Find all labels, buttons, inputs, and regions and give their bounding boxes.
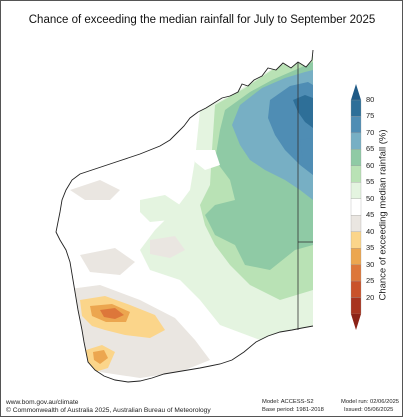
colorbar-tick-label: 35 bbox=[366, 243, 375, 253]
colorbar-label: Chance of exceeding median rainfall (%) bbox=[377, 129, 389, 301]
colorbar-tick-label: 65 bbox=[366, 144, 375, 154]
colorbar-swatch bbox=[350, 248, 362, 265]
shade-45-patch-2 bbox=[80, 248, 135, 275]
colorbar-tick-label: 55 bbox=[366, 177, 375, 187]
colorbar-tick-label: 75 bbox=[366, 111, 375, 121]
shade-55-patch bbox=[140, 195, 180, 222]
colorbar-swatch bbox=[350, 215, 362, 232]
colorbar-swatch bbox=[350, 149, 362, 166]
colorbar-swatch bbox=[350, 182, 362, 199]
model-run-text: Model run: 02/06/2025 bbox=[341, 399, 400, 405]
colorbar-tick-label: 80 bbox=[366, 95, 375, 104]
shade-45-patch-3 bbox=[150, 236, 185, 258]
colorbar-top-arrow bbox=[351, 84, 361, 100]
colorbar-tick-label: 20 bbox=[366, 292, 375, 302]
colorbar-swatch bbox=[350, 297, 362, 315]
coastline bbox=[55, 49, 314, 383]
issued-text: Issued: 05/06/2025 bbox=[344, 407, 394, 413]
map-title: Chance of exceeding the median rainfall … bbox=[28, 14, 376, 26]
copyright-text: © Commonwealth of Australia 2025, Austra… bbox=[6, 407, 211, 414]
colorbar-swatch bbox=[350, 132, 362, 150]
colorbar-swatch bbox=[350, 99, 362, 117]
model-text: Model: ACCESS-S2 bbox=[262, 399, 314, 405]
shade-45-patch-1 bbox=[70, 180, 120, 200]
colorbar-swatch bbox=[350, 165, 362, 183]
colorbar-swatch bbox=[350, 280, 362, 298]
colorbar-swatch bbox=[350, 264, 362, 282]
colorbar-tick-label: 25 bbox=[366, 276, 375, 286]
colorbar-tick-label: 40 bbox=[366, 226, 375, 236]
colorbar-swatch bbox=[350, 198, 362, 216]
colorbar-tick-label: 45 bbox=[366, 210, 375, 220]
shade-50-patch bbox=[195, 150, 220, 170]
colorbar-tick-label: 30 bbox=[366, 259, 375, 269]
colorbar-tick-label: 60 bbox=[366, 160, 375, 170]
shade-75-region-2 bbox=[300, 138, 313, 165]
base-period-text: Base period: 1981-2018 bbox=[262, 407, 324, 413]
shade-35-south bbox=[93, 350, 108, 364]
colorbar-bottom-arrow bbox=[351, 314, 361, 330]
website-text: www.bom.gov.au/climate bbox=[6, 399, 79, 406]
colorbar-tick-label: 50 bbox=[366, 193, 375, 203]
colorbar-tick-label: 70 bbox=[366, 127, 375, 137]
shade-30-region bbox=[100, 308, 124, 319]
colorbar-swatch bbox=[350, 231, 362, 249]
colorbar-swatch bbox=[350, 116, 362, 134]
colorbar bbox=[350, 84, 362, 330]
